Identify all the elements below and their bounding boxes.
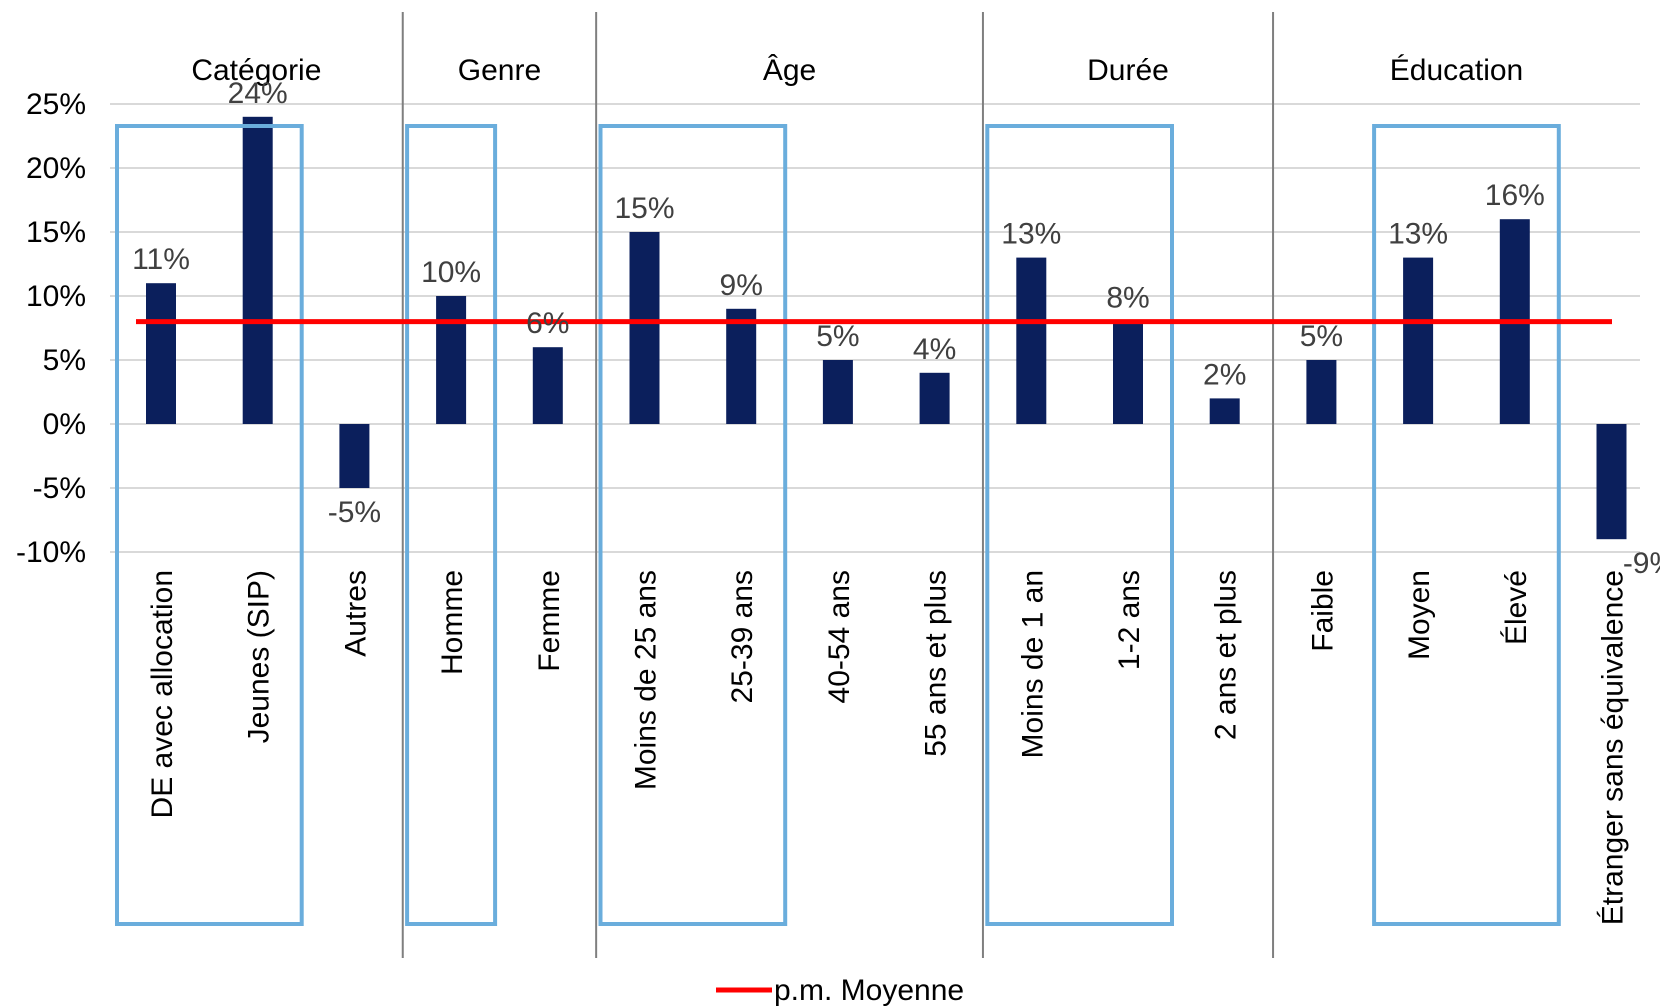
y-tick-label: 25% [26, 88, 86, 121]
category-label: Élevé [1500, 570, 1533, 645]
category-label: Homme [436, 570, 469, 675]
data-label: 24% [228, 77, 288, 110]
data-label: 5% [1300, 320, 1343, 353]
category-label: Jeunes (SIP) [243, 570, 276, 743]
bar [1113, 321, 1143, 424]
bar [726, 308, 757, 424]
group-label: Durée [1087, 54, 1169, 87]
bar [1016, 257, 1047, 424]
group-label: Âge [763, 54, 816, 87]
data-label: 8% [1106, 282, 1149, 315]
group-labels: Catégorie Genre Âge Durée Éducation [191, 54, 1523, 87]
y-tick-label: 15% [26, 216, 86, 249]
y-tick-label: 10% [26, 280, 86, 313]
group-label: Éducation [1390, 54, 1523, 87]
category-label: Faible [1306, 570, 1339, 652]
highlight-box [115, 124, 304, 926]
category-label: Moins de 1 an [1016, 570, 1049, 758]
data-labels: 11% 24% -5% 10% 6% 15% 9% 5% 4% 13% 8% 2% 5% 13% 16% -9… [132, 77, 1660, 580]
category-label: Autres [339, 570, 372, 657]
data-label: -9% [1623, 547, 1660, 580]
data-label: 16% [1485, 179, 1545, 212]
category-label: Moins de 25 ans [630, 570, 663, 790]
category-label: 55 ans et plus [920, 570, 953, 757]
category-label: DE avec allocation [146, 570, 179, 818]
bar [1596, 424, 1627, 540]
data-label: 13% [1001, 218, 1061, 251]
category-label: Femme [533, 570, 566, 672]
y-axis: -10% -5% 0% 5% 10% 15% 20% 25% [16, 88, 86, 569]
bar [919, 372, 950, 424]
data-label: 10% [421, 256, 481, 289]
bar [146, 283, 176, 424]
group-separators [401, 12, 1275, 958]
bar [339, 424, 370, 488]
y-tick-label: 20% [26, 152, 86, 185]
bar [822, 360, 853, 424]
group-label: Catégorie [191, 54, 321, 87]
bar [242, 116, 273, 425]
category-label: 2 ans et plus [1210, 570, 1243, 740]
category-labels: DE avec allocation Jeunes (SIP) Autres Homm… [146, 570, 1630, 925]
data-label: 13% [1388, 218, 1448, 251]
bar [1209, 398, 1240, 424]
bars [146, 116, 1627, 540]
data-label: -5% [328, 496, 381, 529]
data-label: 15% [614, 192, 674, 225]
y-tick-label: -10% [16, 536, 86, 569]
highlight-box [598, 124, 788, 926]
data-label: 2% [1203, 358, 1246, 391]
data-label: 4% [913, 333, 956, 366]
data-label: 6% [526, 307, 569, 340]
category-label: 40-54 ans [823, 570, 856, 703]
y-tick-label: 0% [43, 408, 86, 441]
group-label: Genre [458, 54, 541, 87]
y-tick-label: 5% [43, 344, 86, 377]
legend-label: p.m. Moyenne [774, 974, 964, 1006]
highlight-boxes [115, 124, 1561, 926]
y-tick-label: -5% [33, 472, 86, 505]
highlight-box [985, 124, 1174, 926]
bar [1403, 257, 1434, 424]
data-label: 9% [720, 269, 763, 302]
category-label: Étranger sans équivalence [1597, 570, 1630, 925]
bar [532, 347, 563, 424]
bar [1306, 360, 1337, 424]
legend: p.m. Moyenne [716, 974, 964, 1006]
bar [436, 296, 467, 424]
highlight-box [1372, 124, 1561, 926]
data-label: 5% [816, 320, 859, 353]
bar [629, 232, 660, 424]
category-label: 1-2 ans [1113, 570, 1146, 670]
highlight-box [405, 124, 498, 926]
data-label: 11% [132, 243, 190, 276]
category-label: Moyen [1403, 570, 1436, 660]
category-label: 25-39 ans [726, 570, 759, 703]
